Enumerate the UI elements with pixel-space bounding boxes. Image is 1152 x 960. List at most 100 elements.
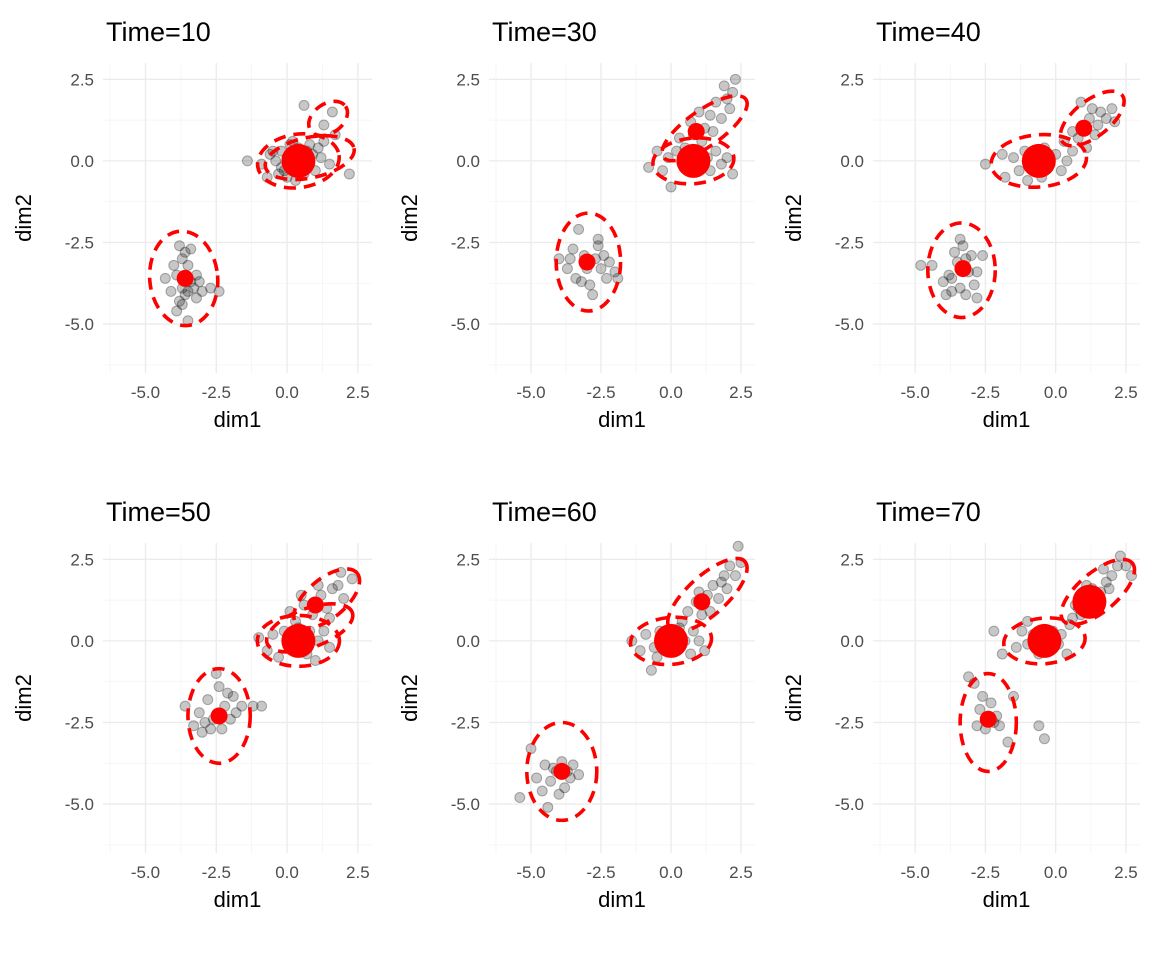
cluster-center	[1021, 143, 1056, 178]
data-point	[196, 285, 208, 297]
facet-panel-3: -5.0 -2.5 0.0 2.5 -5.0 -2.5 0.0 2.5 dim1 dim2 Time…	[781, 17, 1140, 432]
x-tick-label: 0.0	[275, 863, 299, 882]
x-tick-label: 0.0	[1044, 863, 1068, 882]
data-point	[309, 654, 321, 666]
data-point	[1061, 155, 1073, 167]
data-point	[915, 259, 927, 271]
data-point	[592, 233, 604, 245]
data-point	[940, 289, 952, 301]
data-point	[213, 681, 225, 693]
cluster-ellipse	[186, 666, 253, 766]
cluster-center	[281, 143, 316, 178]
data-point	[963, 671, 975, 683]
panel-title: Time=60	[492, 497, 597, 527]
x-tick-label: 2.5	[729, 863, 753, 882]
data-point	[324, 641, 336, 653]
y-tick-label: -2.5	[835, 713, 864, 732]
x-tick-label: -5.0	[516, 863, 545, 882]
data-point	[213, 285, 225, 297]
data-point	[1013, 165, 1025, 177]
data-point	[729, 73, 741, 85]
data-point	[985, 697, 997, 709]
cluster-ellipse	[292, 567, 362, 630]
x-tick-label: 2.5	[346, 863, 370, 882]
y-tick-label: -2.5	[65, 233, 94, 252]
cluster-center	[1027, 623, 1062, 658]
data-point	[205, 723, 217, 735]
data-point	[193, 276, 205, 288]
x-tick-label: 0.0	[1044, 383, 1068, 402]
cluster-ellipse	[926, 221, 998, 320]
data-point	[977, 690, 989, 702]
facet-panel-5: -5.0 -2.5 0.0 2.5 -5.0 -2.5 0.0 2.5 dim1 dim2 Time…	[397, 497, 755, 912]
y-tick-label: -2.5	[451, 713, 480, 732]
data-point	[575, 276, 587, 288]
data-point	[601, 272, 613, 284]
data-point	[176, 253, 188, 265]
data-point	[707, 126, 719, 138]
cluster-ellipse	[1058, 89, 1126, 148]
x-axis-title: dim1	[983, 887, 1031, 912]
data-point	[707, 579, 719, 591]
cluster-ellipses	[186, 567, 362, 766]
cluster-center	[654, 623, 688, 658]
y-tick-label: 0.0	[840, 632, 864, 651]
data-point	[267, 628, 279, 640]
data-point	[584, 279, 596, 291]
data-point	[193, 707, 205, 719]
data-points	[514, 540, 747, 813]
data-point	[1106, 103, 1118, 115]
x-tick-label: -5.0	[131, 383, 160, 402]
data-point	[968, 279, 980, 291]
y-tick-label: 2.5	[456, 70, 480, 89]
data-point	[1103, 583, 1115, 595]
cluster-center	[306, 596, 324, 614]
data-point	[729, 570, 741, 582]
gridlines	[103, 63, 372, 373]
data-point	[999, 171, 1011, 183]
data-point	[1033, 720, 1045, 732]
cluster-centers	[210, 596, 324, 725]
y-tick-label: 2.5	[70, 70, 94, 89]
data-point	[974, 703, 986, 715]
data-point	[573, 769, 585, 781]
data-point	[993, 720, 1005, 732]
data-point	[1092, 119, 1104, 131]
data-point	[979, 158, 991, 170]
cluster-center	[687, 123, 705, 141]
data-point	[318, 119, 330, 131]
data-point	[176, 298, 188, 310]
data-point	[159, 272, 171, 284]
data-point	[988, 625, 1000, 637]
x-tick-label: -5.0	[131, 863, 160, 882]
data-point	[230, 707, 242, 719]
cluster-ellipse	[1059, 557, 1137, 627]
data-point	[954, 233, 966, 245]
data-point	[1095, 106, 1107, 118]
data-point	[190, 292, 202, 304]
data-point	[196, 726, 208, 738]
y-tick-label: -5.0	[65, 795, 94, 814]
y-tick-label: 2.5	[840, 550, 864, 569]
cluster-ellipse	[255, 613, 342, 669]
data-point	[1097, 563, 1109, 575]
data-point	[531, 772, 543, 784]
y-axis-title: dim2	[11, 194, 36, 242]
x-tick-label: 2.5	[729, 383, 753, 402]
data-point	[682, 606, 694, 618]
data-point	[718, 80, 730, 92]
cluster-ellipses	[958, 557, 1137, 774]
data-point	[179, 246, 191, 258]
data-point	[1100, 112, 1112, 124]
x-axis-title: dim1	[598, 887, 646, 912]
cluster-center	[578, 253, 596, 271]
data-point	[273, 651, 285, 663]
data-point	[567, 243, 579, 255]
cluster-center	[693, 593, 711, 611]
cluster-ellipse	[255, 131, 342, 190]
data-point	[1114, 550, 1126, 562]
x-tick-label: 0.0	[275, 383, 299, 402]
y-tick-label: 2.5	[70, 550, 94, 569]
data-point	[732, 540, 744, 552]
cluster-center	[210, 707, 228, 725]
